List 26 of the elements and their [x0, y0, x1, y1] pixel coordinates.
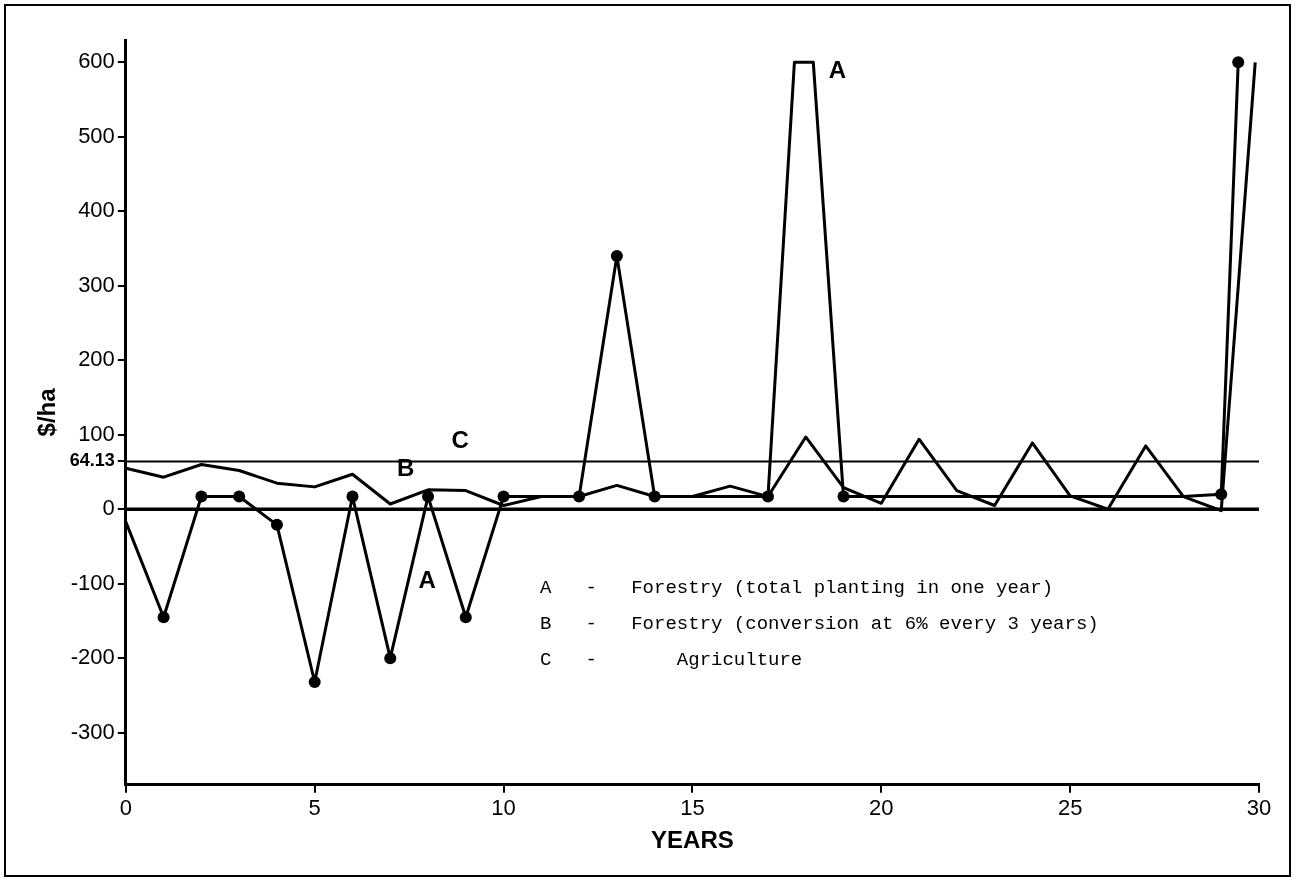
annotation: A: [418, 565, 436, 594]
y-tick-label: 500: [78, 122, 115, 148]
x-tick-label: 30: [1246, 795, 1272, 821]
annotation: B - Forestry (conversion at 6% every 3 years): [540, 612, 1099, 637]
x-tick-label: 0: [119, 795, 132, 821]
y-tick-label: 200: [78, 346, 115, 372]
y-tick-label: 600: [78, 48, 115, 74]
x-tick-label: 20: [869, 795, 894, 821]
y-tick-label: -300: [70, 718, 115, 744]
y-tick-label: 64.13: [69, 450, 115, 471]
y-tick-label: 0: [102, 495, 115, 521]
y-tick-label: 300: [78, 271, 115, 297]
x-axis-title: YEARS: [651, 826, 734, 854]
x-tick-label: 5: [308, 795, 321, 821]
annotation: A: [828, 55, 847, 84]
annotation: A - Forestry (total planting in one year): [540, 576, 1055, 601]
y-axis-title: $/ha: [33, 387, 61, 437]
ref-line-label: C: [451, 426, 469, 454]
y-tick-label: -200: [70, 644, 115, 670]
annotation: C - Agriculture: [540, 648, 804, 673]
x-tick-label: 25: [1057, 795, 1083, 821]
x-tick-label: 10: [491, 795, 516, 821]
y-tick-label: -100: [70, 569, 115, 595]
y-tick-label: 100: [78, 420, 115, 446]
x-tick-label: 15: [680, 795, 705, 821]
y-tick-label: 400: [78, 197, 115, 223]
